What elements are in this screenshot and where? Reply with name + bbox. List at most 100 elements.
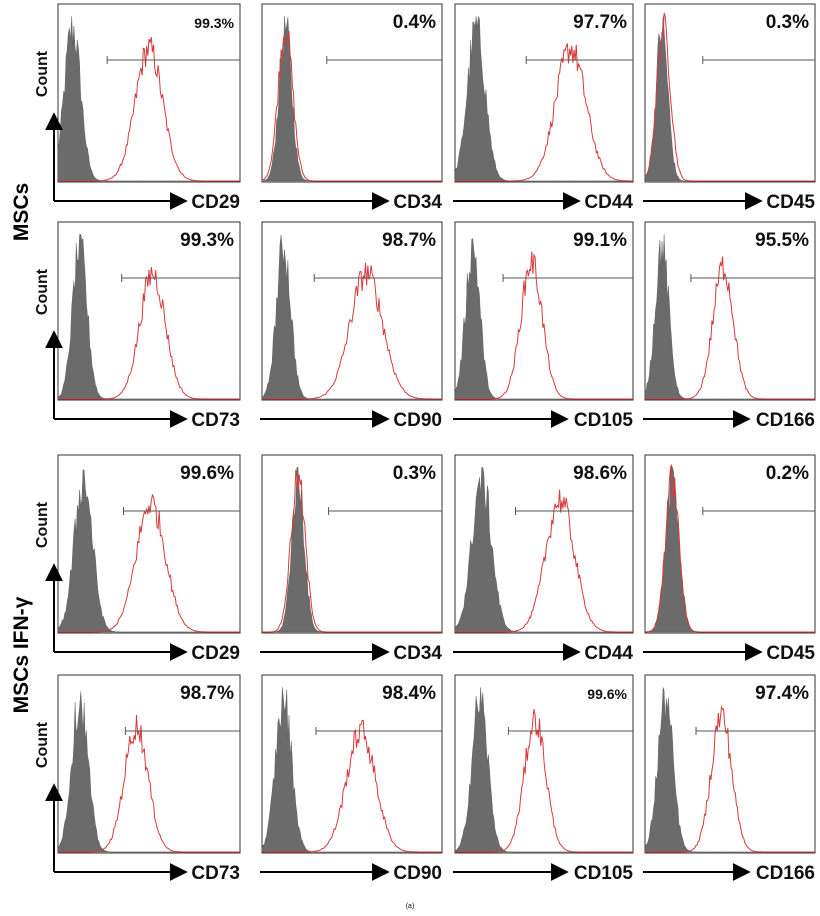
- stained-histogram: [58, 493, 240, 633]
- isotype-histogram: [57, 234, 240, 400]
- figure-caption: (a): [405, 903, 415, 910]
- percent-label: 97.4%: [755, 683, 809, 704]
- percent-label: 98.7%: [180, 683, 234, 704]
- percent-label: 99.1%: [573, 230, 627, 251]
- panel-frame: [57, 674, 241, 854]
- stained-histogram: [262, 469, 442, 633]
- histogram-panel-cd73: 98.7% CD73 Count: [34, 674, 241, 884]
- histogram-panel-cd166: 95.5% CD166: [643, 221, 816, 431]
- histogram-panel-cd105: 99.6% CD105: [453, 674, 634, 884]
- panel-frame: [454, 221, 634, 401]
- isotype-histogram: [262, 467, 442, 633]
- marker-label: CD44: [584, 192, 633, 213]
- marker-label: CD44: [584, 643, 633, 664]
- panel-frame: [261, 221, 443, 401]
- histogram-panel-cd44: 97.7% CD44: [453, 3, 634, 213]
- group-label-1: MSCs: [10, 183, 33, 241]
- percent-label: 98.4%: [382, 683, 436, 704]
- panel-frame: [454, 3, 634, 183]
- percent-label: 98.6%: [573, 463, 627, 484]
- percent-label: 0.2%: [766, 463, 809, 484]
- percent-label: 0.4%: [393, 12, 436, 33]
- stained-histogram: [455, 489, 633, 633]
- histogram-panel-cd45: 0.3% CD45: [643, 3, 816, 213]
- percent-label: 95.5%: [755, 230, 809, 251]
- marker-label: CD90: [393, 863, 442, 884]
- stained-histogram: [644, 12, 815, 182]
- isotype-histogram: [644, 687, 815, 853]
- marker-label: CD34: [393, 192, 442, 213]
- marker-label: CD105: [574, 863, 634, 884]
- percent-label: 99.3%: [180, 230, 234, 251]
- panel-frame: [644, 3, 816, 183]
- stained-histogram: [262, 719, 442, 853]
- group-labels: MSCs MSCs IFN-γ: [10, 183, 33, 714]
- marker-label: CD166: [756, 863, 815, 884]
- marker-label: CD34: [393, 643, 442, 664]
- isotype-histogram: [454, 467, 633, 633]
- panel-frame: [261, 454, 443, 634]
- percent-label: 99.3%: [194, 15, 234, 31]
- isotype-histogram: [57, 469, 240, 633]
- histogram-panel-cd29: 99.6% CD29 Count: [34, 454, 241, 664]
- marker-label: CD105: [574, 410, 634, 431]
- marker-label: CD45: [766, 643, 815, 664]
- stained-histogram: [455, 43, 633, 182]
- isotype-histogram: [454, 687, 633, 853]
- histogram-panel-cd45: 0.2% CD45: [643, 454, 816, 664]
- marker-label: CD166: [756, 410, 815, 431]
- panel-frame: [261, 674, 443, 854]
- panel-frame: [57, 3, 241, 183]
- histogram-panels: 99.3% CD29 Count 0.4% CD34 97.7% CD44 0.3% CD45 9…: [34, 3, 816, 884]
- isotype-histogram: [644, 467, 815, 633]
- stained-histogram: [261, 30, 442, 182]
- isotype-histogram: [261, 687, 442, 853]
- percent-label: 97.7%: [573, 12, 627, 33]
- marker-label: CD90: [393, 410, 442, 431]
- histogram-panel-cd34: 0.3% CD34: [260, 454, 443, 664]
- histogram-panel-cd90: 98.7% CD90: [260, 221, 443, 431]
- panel-frame: [454, 674, 634, 854]
- marker-label: CD29: [191, 192, 240, 213]
- panel-frame: [644, 674, 816, 854]
- stained-histogram: [455, 709, 633, 853]
- stained-histogram: [455, 251, 633, 400]
- stained-histogram: [645, 256, 815, 400]
- stained-histogram: [644, 464, 815, 633]
- percent-label: 0.3%: [393, 463, 436, 484]
- marker-label: CD73: [191, 863, 240, 884]
- marker-label: CD45: [766, 192, 815, 213]
- histogram-panel-cd105: 99.1% CD105: [453, 221, 634, 431]
- group-label-2: MSCs IFN-γ: [10, 596, 33, 713]
- isotype-histogram: [644, 234, 815, 400]
- count-label: Count: [34, 501, 51, 548]
- stained-histogram: [58, 36, 240, 182]
- percent-label: 98.7%: [382, 230, 436, 251]
- percent-label: 99.6%: [587, 686, 627, 702]
- panel-frame: [454, 454, 634, 634]
- stained-histogram: [58, 714, 240, 853]
- isotype-histogram: [454, 238, 633, 400]
- isotype-histogram: [454, 16, 633, 182]
- count-label: Count: [34, 268, 51, 315]
- count-label: Count: [34, 721, 51, 768]
- histogram-panel-cd73: 99.3% CD73 Count: [34, 221, 241, 431]
- marker-label: CD73: [191, 410, 240, 431]
- histogram-panel-cd166: 97.4% CD166: [643, 674, 816, 884]
- percent-label: 0.3%: [766, 12, 809, 33]
- histogram-panel-cd44: 98.6% CD44: [453, 454, 634, 664]
- histogram-panel-cd90: 98.4% CD90: [260, 674, 443, 884]
- isotype-histogram: [261, 234, 442, 400]
- panel-frame: [57, 221, 241, 401]
- histogram-panel-cd34: 0.4% CD34: [260, 3, 443, 213]
- marker-label: CD29: [191, 643, 240, 664]
- panel-frame: [644, 221, 816, 401]
- panel-frame: [57, 454, 241, 634]
- isotype-histogram: [57, 691, 240, 853]
- histogram-panel-cd29: 99.3% CD29 Count: [34, 3, 241, 213]
- stained-histogram: [58, 267, 240, 400]
- stained-histogram: [645, 705, 815, 853]
- percent-label: 99.6%: [180, 463, 234, 484]
- panel-frame: [644, 454, 816, 634]
